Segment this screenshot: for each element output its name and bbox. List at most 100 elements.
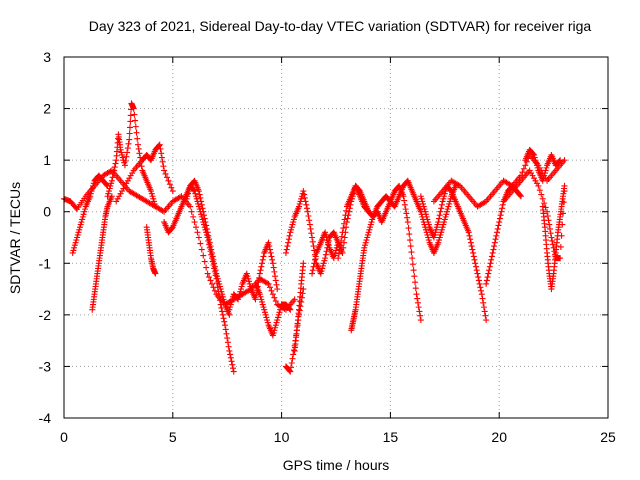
data-point — [531, 151, 538, 158]
data-point — [212, 267, 219, 274]
data-point — [127, 124, 134, 131]
data-point — [305, 213, 312, 220]
data-point — [532, 157, 539, 164]
data-points — [61, 100, 568, 375]
data-point — [111, 167, 118, 174]
data-point — [271, 327, 278, 334]
data-point — [245, 275, 252, 282]
data-point — [121, 162, 128, 169]
data-point — [308, 230, 315, 237]
data-point — [290, 351, 297, 358]
data-point — [481, 308, 488, 315]
data-point — [441, 216, 448, 223]
data-point — [82, 206, 89, 213]
data-point — [266, 246, 273, 253]
data-point — [197, 240, 204, 247]
data-point — [192, 190, 199, 197]
data-point — [256, 270, 263, 277]
data-point — [339, 229, 346, 236]
data-point — [444, 206, 451, 213]
data-point — [226, 347, 233, 354]
data-point — [484, 274, 491, 281]
data-point — [339, 249, 346, 256]
data-point — [261, 309, 268, 316]
series-sat-a — [61, 167, 298, 313]
data-point — [417, 193, 424, 200]
data-point — [204, 270, 211, 277]
data-point — [216, 297, 223, 304]
data-point — [367, 224, 374, 231]
data-point — [287, 368, 294, 375]
data-point — [259, 301, 266, 308]
data-point — [325, 239, 332, 246]
data-point — [156, 142, 163, 149]
data-point — [150, 195, 157, 202]
data-point — [478, 291, 485, 298]
data-point — [477, 284, 484, 291]
data-point — [119, 154, 126, 161]
data-point — [441, 193, 448, 200]
data-point — [480, 299, 487, 306]
data-point — [196, 191, 203, 198]
data-point — [132, 123, 139, 130]
data-point — [73, 237, 80, 244]
data-point — [471, 256, 478, 263]
data-point — [81, 208, 88, 215]
data-point — [196, 206, 203, 213]
data-point — [533, 159, 540, 166]
data-point — [149, 193, 156, 200]
data-point — [286, 367, 293, 374]
data-point — [216, 283, 223, 290]
data-point — [432, 229, 439, 236]
data-point — [303, 201, 310, 208]
series-sat-m — [291, 260, 307, 354]
data-point — [87, 193, 94, 200]
data-point — [419, 198, 426, 205]
data-point — [228, 358, 235, 365]
data-point — [276, 309, 283, 316]
data-point — [265, 280, 272, 287]
data-point — [266, 284, 273, 291]
data-point — [76, 226, 83, 233]
data-point — [269, 256, 276, 263]
data-point — [214, 275, 221, 282]
data-point — [194, 229, 201, 236]
data-point — [424, 216, 431, 223]
data-point — [235, 293, 242, 300]
data-point — [135, 145, 142, 152]
data-point — [542, 167, 549, 174]
data-point — [412, 279, 419, 286]
data-point — [490, 246, 497, 253]
data-point — [539, 177, 546, 184]
data-point — [420, 203, 427, 210]
data-point — [483, 277, 490, 284]
data-point — [245, 278, 252, 285]
data-point — [222, 326, 229, 333]
data-point — [261, 306, 268, 313]
data-point — [201, 215, 208, 222]
data-point — [130, 105, 137, 112]
series-sat-o — [335, 182, 424, 324]
data-point — [272, 277, 279, 284]
data-point — [420, 200, 427, 207]
data-point — [336, 246, 343, 253]
data-point — [193, 195, 200, 202]
data-point — [442, 213, 449, 220]
x-tick-label: 5 — [169, 429, 177, 445]
data-point — [493, 232, 500, 239]
data-point — [109, 174, 116, 181]
data-point — [253, 292, 260, 299]
data-point — [260, 304, 267, 311]
data-point — [184, 193, 191, 200]
data-point — [165, 177, 172, 184]
data-point — [112, 160, 119, 167]
data-point — [439, 224, 446, 231]
data-point — [203, 225, 210, 232]
data-point — [126, 130, 133, 137]
data-point — [289, 221, 296, 228]
data-point — [479, 295, 486, 302]
data-point — [494, 229, 501, 236]
data-point — [227, 354, 234, 361]
data-point — [288, 226, 295, 233]
data-point — [340, 220, 347, 227]
